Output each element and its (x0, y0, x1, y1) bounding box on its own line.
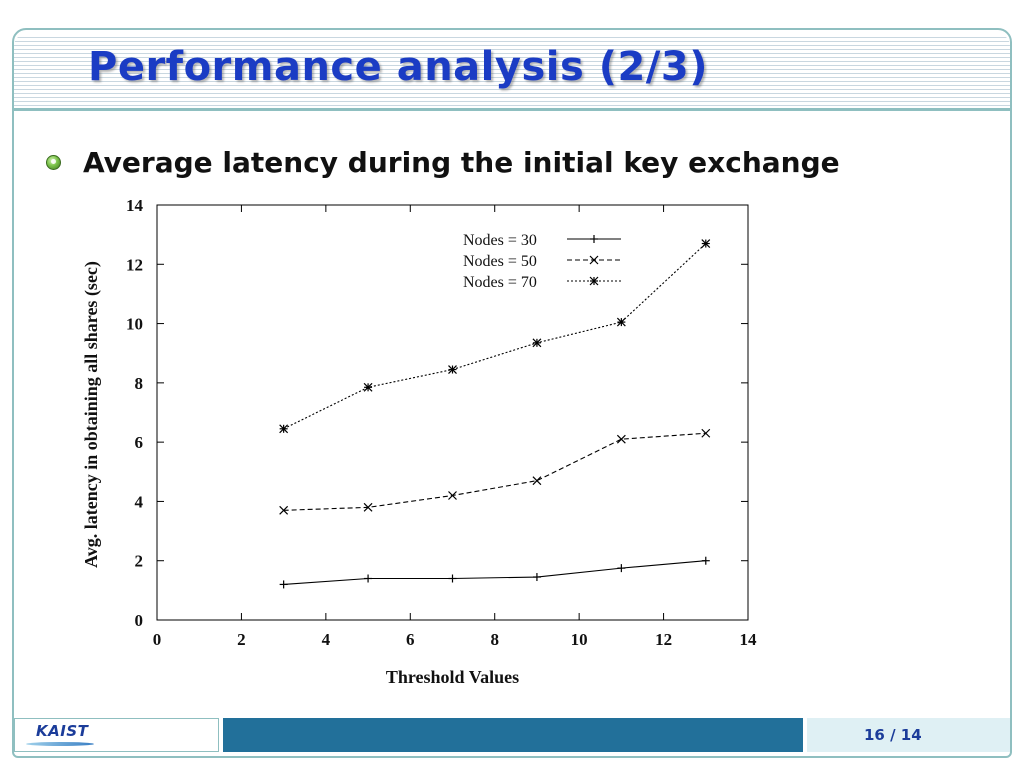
title-band (14, 34, 1010, 110)
slide-frame (12, 28, 1012, 758)
legend-marker-2-stroke (589, 255, 599, 265)
data-point-s2-stroke (363, 502, 373, 512)
y-tick-label: 10 (126, 315, 143, 334)
legend-marker-3-stroke (589, 276, 599, 286)
data-point-s3 (616, 317, 626, 327)
data-point-s2 (532, 476, 542, 486)
data-point-s3 (701, 239, 711, 248)
data-point-s1 (279, 580, 288, 589)
legend-label-2: Nodes = 50 (463, 253, 537, 270)
data-point-s1 (364, 574, 373, 583)
series-line-1 (283, 560, 706, 585)
x-axis-label: Threshold Values (386, 667, 519, 687)
y-tick-label: 2 (135, 552, 144, 571)
bullet-text: Average latency during the initial key e… (83, 146, 840, 179)
data-point-s3 (363, 382, 373, 392)
data-point-s2-stroke (279, 505, 289, 515)
data-point-s2-stroke (448, 491, 457, 500)
footer-page-box (807, 718, 1010, 752)
plot-frame (156, 204, 749, 621)
legend-label-3: Nodes = 70 (463, 274, 537, 291)
series-line-3 (283, 243, 707, 430)
latency-line-chart: 0 2 4 6 8 10 12 14 0 2 4 6 8 10 12 14 Threshold Values Av… (81, 196, 758, 687)
y-tick-label: 14 (126, 196, 144, 215)
x-tick-label: 12 (655, 630, 672, 649)
data-point-s3-stroke (616, 317, 626, 327)
x-tick-label: 10 (571, 630, 588, 649)
data-point-s3 (279, 424, 289, 434)
y-tick-label: 6 (135, 433, 144, 452)
data-point-s2 (701, 428, 711, 438)
data-point-s1 (617, 564, 626, 573)
legend-marker-1 (590, 235, 598, 243)
x-tick-label: 14 (740, 630, 758, 649)
x-tick-label: 8 (490, 630, 499, 649)
legend-marker-3 (589, 276, 599, 286)
data-point-s2-stroke (701, 428, 711, 438)
x-tick-label: 0 (153, 630, 162, 649)
y-tick-label: 8 (135, 374, 144, 393)
y-tick-label: 4 (135, 492, 144, 511)
legend-marker-2 (589, 255, 599, 265)
title-divider (14, 108, 1010, 111)
data-point-s3-stroke (363, 382, 373, 392)
data-point-s1 (532, 573, 541, 582)
kaist-logo: KAIST (36, 722, 89, 740)
data-point-s2-stroke (532, 476, 542, 486)
x-tick-label: 6 (406, 630, 415, 649)
x-tick-label: 2 (237, 630, 246, 649)
data-point-s3-stroke (532, 338, 542, 348)
footer-logo-box (14, 718, 219, 752)
bullet-icon (46, 155, 61, 170)
footer-bar (223, 718, 803, 752)
y-tick-label: 0 (135, 611, 144, 630)
data-point-s1 (448, 574, 457, 583)
legend-label-1: Nodes = 30 (463, 232, 537, 249)
data-point-s2-stroke (616, 434, 626, 444)
x-tick-label: 4 (322, 630, 331, 649)
data-point-s3-stroke (279, 424, 289, 434)
kaist-logo-swoosh-icon (26, 742, 94, 746)
data-point-s2 (363, 502, 373, 512)
data-point-s3 (532, 338, 542, 348)
slide-title: Performance analysis (2/3) (88, 44, 709, 90)
data-point-s3 (448, 365, 457, 374)
data-point-s2 (616, 434, 626, 444)
series-line-2 (283, 432, 706, 511)
data-point-s1 (701, 556, 710, 565)
data-point-s3-stroke (448, 365, 457, 374)
y-tick-label: 12 (126, 255, 143, 274)
y-axis-label: Avg. latency in obtaining all shares (se… (81, 261, 102, 568)
data-point-s2 (279, 505, 289, 515)
data-point-s2 (448, 491, 457, 500)
data-point-s3-stroke (701, 239, 711, 248)
page-number: 16 / 14 (864, 726, 922, 744)
